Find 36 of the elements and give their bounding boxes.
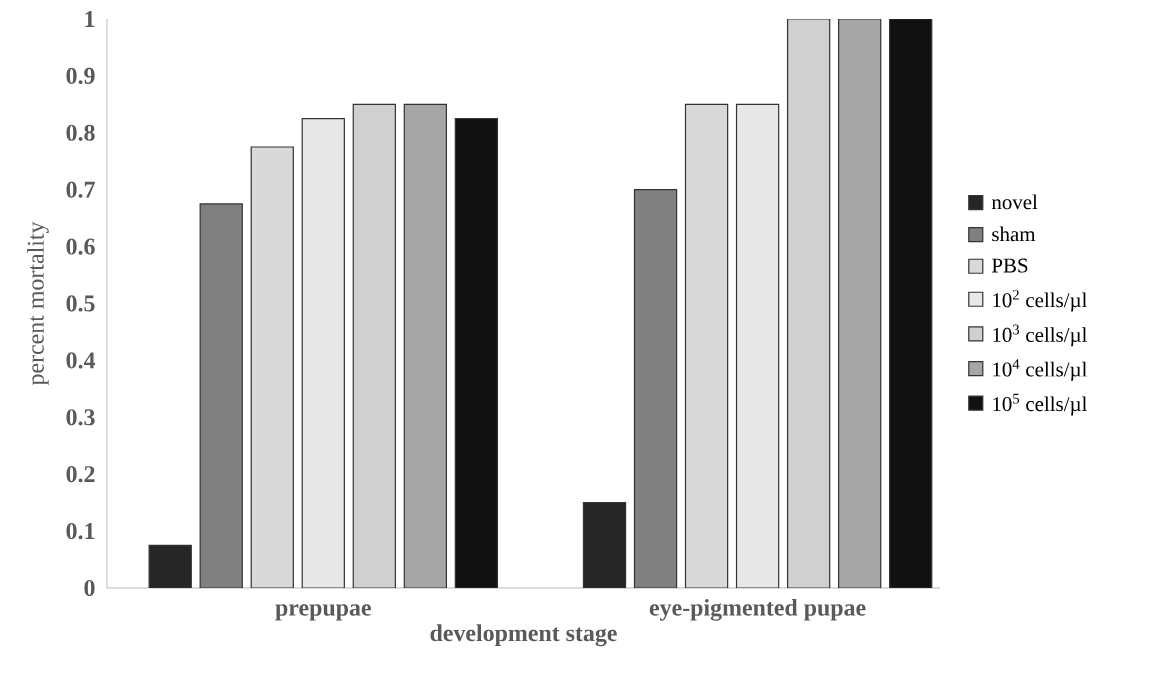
bar xyxy=(735,103,780,588)
legend-label: 10$^{5}$ cells/µl xyxy=(993,393,1087,416)
y-tick-label: 0.1 xyxy=(66,522,95,540)
y-tick-label: 0.4 xyxy=(66,352,96,369)
bar xyxy=(838,18,882,588)
y-tick-label: 0.5 xyxy=(66,295,95,312)
y-tick-label: 0.9 xyxy=(66,67,95,85)
y-axis-title: percent mortality xyxy=(27,221,49,386)
y-tick-label: 0.3 xyxy=(66,409,95,426)
y-tick-label: 0.6 xyxy=(66,238,95,255)
legend-label: 10$^{3}$ cells/µl xyxy=(993,324,1087,347)
bar xyxy=(786,18,831,588)
legend-label: novel xyxy=(991,194,1038,210)
bar xyxy=(301,117,345,588)
bar xyxy=(633,189,678,588)
y-tick-label: 0.2 xyxy=(66,466,95,483)
y-tick-label: 0.7 xyxy=(66,181,95,198)
bar xyxy=(684,103,729,588)
bar xyxy=(889,18,933,588)
x-tick-label: eye-pigmented pupae xyxy=(649,598,866,621)
bar xyxy=(352,103,396,588)
bar xyxy=(250,146,294,588)
x-axis-title: development stage xyxy=(430,624,617,647)
legend-label: sham xyxy=(992,226,1036,242)
y-tick-label: 0 xyxy=(84,579,95,597)
bar xyxy=(148,544,192,588)
legend-label: 10$^{2}$ cells/µl xyxy=(993,289,1087,312)
legend-label: 10$^{4}$ cells/µl xyxy=(993,359,1087,381)
bar xyxy=(582,502,627,588)
bar xyxy=(403,103,448,588)
bar xyxy=(454,117,499,588)
y-tick-label: 0.8 xyxy=(66,124,95,141)
y-tick-label: 1 xyxy=(85,11,95,27)
legend-label: PBS xyxy=(992,258,1028,273)
x-tick-label: prepupae xyxy=(275,604,371,621)
bar xyxy=(199,203,243,588)
